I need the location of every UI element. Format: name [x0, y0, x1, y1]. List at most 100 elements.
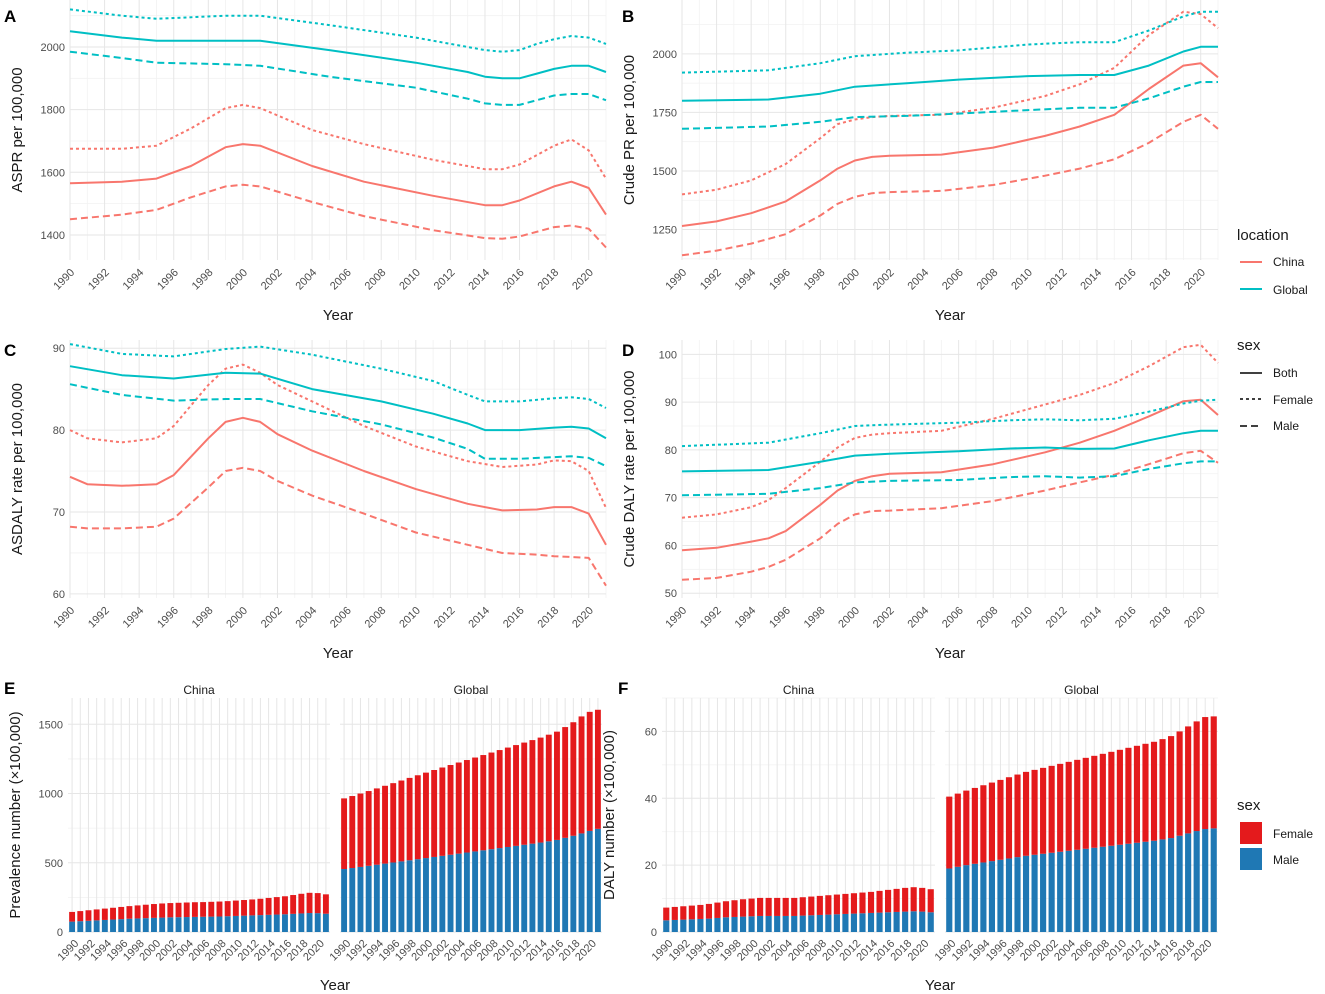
bar-female-global-2003	[1057, 763, 1064, 852]
bar-male-global-2010	[504, 846, 511, 932]
x-tick-label: 2004	[905, 605, 931, 631]
y-tick-label: 1500	[653, 166, 677, 178]
bar-female-global-2002	[439, 767, 446, 856]
bar-male-china-1994	[101, 919, 108, 932]
bar-male-global-2003	[447, 854, 454, 932]
x-tick-label: 2004	[293, 605, 319, 631]
bar-male-china-2012	[850, 913, 858, 932]
bar-male-global-2021	[1210, 828, 1217, 932]
bar-male-global-2008	[1099, 846, 1106, 932]
legend-key-male-fill	[1240, 848, 1262, 870]
bar-female-global-2001	[431, 770, 438, 857]
bar-female-china-1999	[142, 904, 149, 919]
x-tick-label: 2008	[363, 267, 389, 293]
bar-female-global-2007	[1091, 755, 1098, 848]
panel-label-c: C	[4, 341, 16, 360]
bar-male-china-2015	[876, 912, 883, 932]
bar-female-china-2021	[927, 889, 934, 913]
bar-male-global-2004	[1065, 850, 1072, 932]
bar-female-china-2004	[782, 897, 789, 916]
bar-male-china-2006	[799, 915, 806, 932]
bar-female-global-1992	[357, 793, 364, 867]
facet-global: Global1990199219941996199820002002200420…	[328, 683, 602, 964]
y-tick-label: 1000	[39, 789, 63, 801]
bar-female-china-1993	[688, 905, 695, 920]
bar-female-global-2000	[423, 772, 429, 859]
y-axis-title: DALY number (×100,000)	[601, 730, 618, 900]
series-line-global-male	[681, 81, 1218, 130]
x-tick-label: 2000	[224, 605, 250, 631]
panel-b: B 1990 1992 1994 1996 1998 2000 2002 2004 2006 200…	[621, 0, 1219, 324]
y-tick-label: 1600	[41, 167, 65, 179]
bar-female-china-2017	[290, 895, 297, 914]
y-tick-label: 1250	[653, 225, 677, 237]
bar-female-global-2009	[496, 750, 503, 849]
bar-male-global-1990	[341, 869, 348, 932]
y-tick-label: 1800	[41, 105, 65, 117]
legend-label-global: Global	[1273, 283, 1308, 297]
legend-key-female-fill	[1240, 822, 1262, 844]
bar-female-china-2017	[893, 888, 900, 912]
y-axis-title: Prevalence number (×100,000)	[7, 711, 24, 918]
y-tick-label: 2000	[41, 42, 65, 54]
bar-male-china-1991	[671, 919, 678, 932]
bar-male-china-1992	[85, 920, 92, 932]
x-tick-label: 1994	[121, 605, 147, 631]
bar-male-china-1995	[110, 919, 116, 932]
bar-male-global-1997	[398, 861, 405, 932]
bar-female-china-2014	[867, 891, 875, 913]
bar-female-global-2000	[1031, 769, 1038, 855]
series-line-china-male	[681, 449, 1219, 581]
bar-female-china-1992	[85, 910, 92, 921]
x-tick-label: 2010	[397, 267, 423, 293]
x-tick-label: 2002	[259, 605, 285, 631]
y-tick-label: 40	[645, 793, 657, 805]
bar-female-china-1991	[671, 906, 678, 920]
bar-female-china-1995	[705, 903, 712, 919]
bar-female-china-1992	[680, 906, 687, 920]
x-tick-label: 2000	[224, 267, 250, 293]
series-line-china-male	[69, 466, 607, 587]
bar-male-global-2005	[463, 852, 470, 932]
bar-female-global-2014	[1150, 741, 1158, 841]
bar-female-global-2013	[1142, 743, 1149, 842]
bar-male-global-2017	[1176, 835, 1183, 932]
bar-female-china-2011	[842, 893, 849, 914]
bar-male-china-2002	[765, 915, 772, 932]
bar-male-global-1992	[357, 866, 364, 932]
bar-female-china-2012	[850, 893, 858, 914]
bar-female-china-2010	[232, 900, 239, 916]
bar-male-china-2008	[216, 916, 223, 932]
bar-female-global-2020	[1202, 717, 1209, 830]
bar-female-global-2006	[472, 757, 479, 852]
bar-male-global-2009	[1108, 845, 1115, 932]
bar-male-china-1998	[731, 916, 738, 932]
y-tick-label: 2000	[653, 49, 677, 61]
bar-male-global-1997	[1005, 858, 1013, 932]
bar-male-global-2002	[1048, 852, 1055, 932]
x-tick-label: 2002	[259, 267, 285, 293]
bar-male-china-1999	[739, 916, 747, 932]
series-line-global-male	[681, 460, 1218, 497]
x-tick-label: 2004	[293, 267, 319, 293]
y-axis-title: Crude DALY rate per 100,000	[621, 370, 638, 567]
bar-male-global-1994	[373, 864, 380, 932]
bar-male-china-1996	[118, 919, 125, 932]
bar-male-china-2009	[224, 916, 231, 932]
bar-male-global-1993	[365, 865, 372, 932]
y-axis-title: ASDALY rate per 100,000	[9, 383, 26, 555]
bar-male-global-1993	[971, 863, 978, 932]
bar-female-global-2012	[521, 742, 528, 845]
x-tick-label: 2008	[363, 605, 389, 631]
bar-female-global-2018	[570, 722, 577, 836]
bar-female-global-2003	[447, 765, 454, 855]
x-axis-title: Year	[935, 307, 965, 324]
x-axis-title: Year	[925, 977, 955, 994]
bar-male-global-2005	[1074, 849, 1081, 932]
x-tick-label: 1998	[190, 605, 216, 631]
bar-male-china-2000	[748, 916, 755, 932]
legend-title-location: location	[1237, 227, 1289, 244]
bar-male-china-2014	[867, 912, 875, 932]
x-tick-label: 2014	[466, 605, 492, 631]
bar-male-global-2011	[513, 845, 519, 932]
